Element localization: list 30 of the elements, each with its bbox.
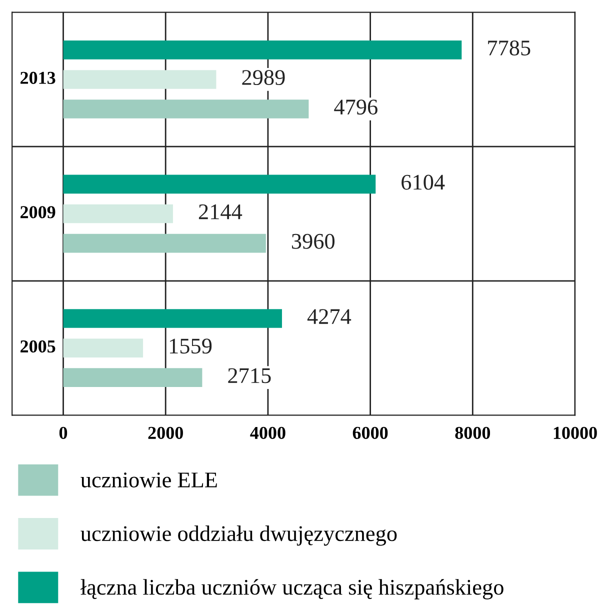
x-tick-label: 2000 — [148, 426, 183, 439]
bar — [63, 70, 216, 89]
data-label: 2989 — [242, 70, 285, 86]
bar — [63, 338, 144, 358]
data-label: 4274 — [307, 309, 352, 324]
x-tick-label: 4000 — [250, 426, 286, 439]
bar — [63, 309, 282, 328]
data-label: 1559 — [170, 338, 212, 354]
data-label: 7785 — [488, 40, 530, 56]
data-label: 2715 — [228, 368, 271, 384]
x-tick-label: 0 — [59, 426, 68, 439]
y-tick-label: 2013 — [20, 72, 56, 84]
data-label: 4796 — [334, 100, 378, 115]
x-tick-label: 10000 — [554, 426, 597, 439]
bar — [63, 100, 309, 118]
bar — [63, 40, 462, 60]
legend-label: uczniowie ELE — [80, 472, 217, 488]
legend-label: łączna liczba uczniów ucząca się hiszpańskiego — [80, 579, 504, 600]
bar — [63, 204, 173, 224]
bar — [63, 368, 202, 387]
y-tick-label: 2005 — [20, 340, 56, 353]
x-tick-label: 8000 — [455, 426, 490, 439]
bar — [63, 234, 266, 253]
y-tick-label: 2009 — [20, 206, 56, 218]
x-tick-label: 6000 — [352, 426, 388, 439]
bar — [63, 174, 376, 194]
data-label: 3960 — [292, 234, 335, 249]
legend-label: uczniowie oddziału dwujęzycznego — [80, 525, 397, 546]
data-label: 6104 — [402, 174, 445, 190]
data-label: 2144 — [198, 204, 242, 220]
